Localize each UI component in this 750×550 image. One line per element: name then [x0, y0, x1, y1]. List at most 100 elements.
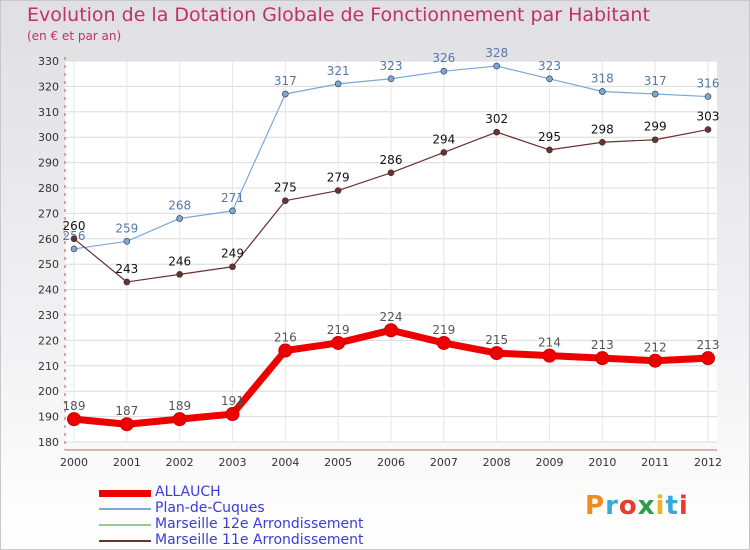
y-tick-label: 190 [38, 411, 59, 424]
data-point-plan-de-cuques [282, 90, 289, 98]
data-label-plan-de-cuques: 316 [697, 77, 720, 91]
data-point-allauch [119, 417, 134, 432]
y-tick-label: 260 [38, 233, 59, 246]
x-tick-label: 2009 [536, 456, 564, 469]
logo-letter: P [585, 491, 606, 521]
y-tick-label: 220 [38, 334, 59, 347]
data-label-allauch: 189 [168, 399, 191, 413]
data-label-plan-de-cuques: 268 [168, 198, 191, 212]
data-label-allauch: 219 [327, 323, 350, 337]
data-label-marseille-11e: 246 [168, 254, 191, 268]
data-point-allauch [331, 335, 346, 350]
logo-letter: r [605, 491, 619, 521]
data-label-allauch: 213 [591, 338, 614, 352]
data-label-marseille-11e: 302 [485, 112, 508, 126]
data-label-plan-de-cuques: 317 [274, 74, 297, 88]
y-tick-label: 230 [38, 309, 59, 322]
data-point-marseille-11e [387, 169, 395, 177]
proxiti-logo: Proxiti [585, 491, 689, 521]
data-label-marseille-11e: 299 [644, 120, 667, 134]
data-point-marseille-11e [704, 126, 712, 133]
y-tick-label: 330 [38, 55, 59, 68]
data-point-plan-de-cuques [546, 75, 553, 83]
data-label-plan-de-cuques: 321 [327, 64, 350, 78]
data-point-allauch [172, 412, 187, 427]
data-point-plan-de-cuques [123, 238, 131, 245]
data-label-allauch: 212 [644, 341, 667, 355]
y-tick-label: 280 [38, 182, 59, 195]
data-point-marseille-11e [493, 128, 500, 136]
legend-item-allauch[interactable]: ALLAUCH [99, 484, 419, 501]
legend-label-plan-de-cuques: Plan-de-Cuques [155, 500, 265, 516]
x-tick-label: 2001 [113, 456, 141, 469]
data-point-allauch [595, 351, 610, 366]
data-point-plan-de-cuques [599, 88, 606, 95]
data-label-allauch: 219 [432, 323, 455, 337]
y-tick-label: 320 [38, 80, 59, 93]
legend-item-plan-de-cuques[interactable]: Plan-de-Cuques [99, 500, 419, 517]
x-tick-label: 2010 [588, 456, 616, 469]
data-point-allauch [225, 407, 240, 422]
logo-letter: i [655, 491, 666, 521]
data-point-allauch [436, 335, 451, 350]
logo-letter: x [637, 491, 656, 521]
data-label-marseille-11e: 295 [538, 130, 561, 144]
data-label-plan-de-cuques: 328 [485, 46, 508, 60]
data-label-marseille-11e: 275 [274, 181, 297, 195]
logo-letter: i [678, 491, 689, 521]
data-label-marseille-11e: 243 [115, 262, 138, 276]
data-point-marseille-11e [176, 271, 183, 278]
legend-label-marseille-12e: Marseille 12e Arrondissement [155, 516, 364, 532]
y-tick-label: 310 [38, 106, 59, 119]
legend-item-marseille-12e[interactable]: Marseille 12e Arrondissement [99, 516, 419, 533]
data-point-allauch [67, 412, 81, 427]
y-tick-label: 290 [38, 157, 59, 170]
data-point-allauch [384, 323, 398, 338]
legend-swatch-marseille-12e [99, 524, 151, 526]
legend-swatch-marseille-11e [99, 540, 151, 542]
legend-swatch-plan-de-cuques [99, 508, 151, 510]
data-point-allauch [278, 343, 293, 358]
y-tick-label: 300 [38, 131, 59, 144]
data-label-marseille-11e: 249 [221, 247, 244, 261]
data-point-plan-de-cuques [651, 90, 659, 98]
legend-swatch-allauch [99, 490, 151, 497]
x-tick-label: 2002 [166, 456, 194, 469]
logo-letter: t [665, 491, 679, 521]
data-label-allauch: 215 [485, 333, 508, 347]
y-tick-label: 270 [38, 207, 59, 220]
data-point-plan-de-cuques [334, 80, 342, 88]
chart-legend: ALLAUCH Plan-de-Cuques Marseille 12e Arr… [99, 484, 419, 549]
data-point-marseille-11e [599, 138, 606, 146]
data-point-plan-de-cuques [440, 67, 448, 75]
x-tick-label: 2011 [641, 456, 669, 469]
data-label-marseille-11e: 260 [63, 219, 86, 233]
data-point-marseille-11e [123, 278, 131, 286]
chart-title: Evolution de la Dotation Globale de Fonc… [27, 4, 650, 26]
data-point-marseille-11e [546, 146, 553, 154]
data-point-plan-de-cuques [704, 93, 712, 100]
data-label-plan-de-cuques: 271 [221, 191, 244, 205]
data-point-marseille-11e [282, 197, 289, 204]
data-label-plan-de-cuques: 326 [432, 51, 455, 65]
y-tick-label: 180 [38, 436, 59, 449]
x-tick-label: 2005 [324, 456, 352, 469]
x-tick-label: 2006 [377, 456, 405, 469]
data-point-marseille-11e [334, 187, 342, 194]
data-point-marseille-11e [651, 136, 659, 144]
data-label-marseille-11e: 303 [697, 110, 720, 124]
chart-subtitle: (en € et par an) [27, 29, 122, 43]
data-label-marseille-11e: 286 [380, 153, 403, 167]
y-tick-label: 200 [38, 385, 59, 398]
legend-item-marseille-11e[interactable]: Marseille 11e Arrondissement [99, 532, 419, 549]
legend-label-marseille-11e: Marseille 11e Arrondissement [155, 532, 364, 548]
data-label-allauch: 224 [380, 310, 403, 324]
data-label-plan-de-cuques: 317 [644, 74, 667, 88]
x-tick-label: 2007 [430, 456, 458, 469]
data-point-plan-de-cuques [70, 245, 78, 253]
data-point-allauch [648, 353, 663, 368]
data-point-plan-de-cuques [493, 62, 500, 70]
x-tick-label: 2003 [219, 456, 247, 469]
data-point-marseille-11e [229, 263, 236, 271]
